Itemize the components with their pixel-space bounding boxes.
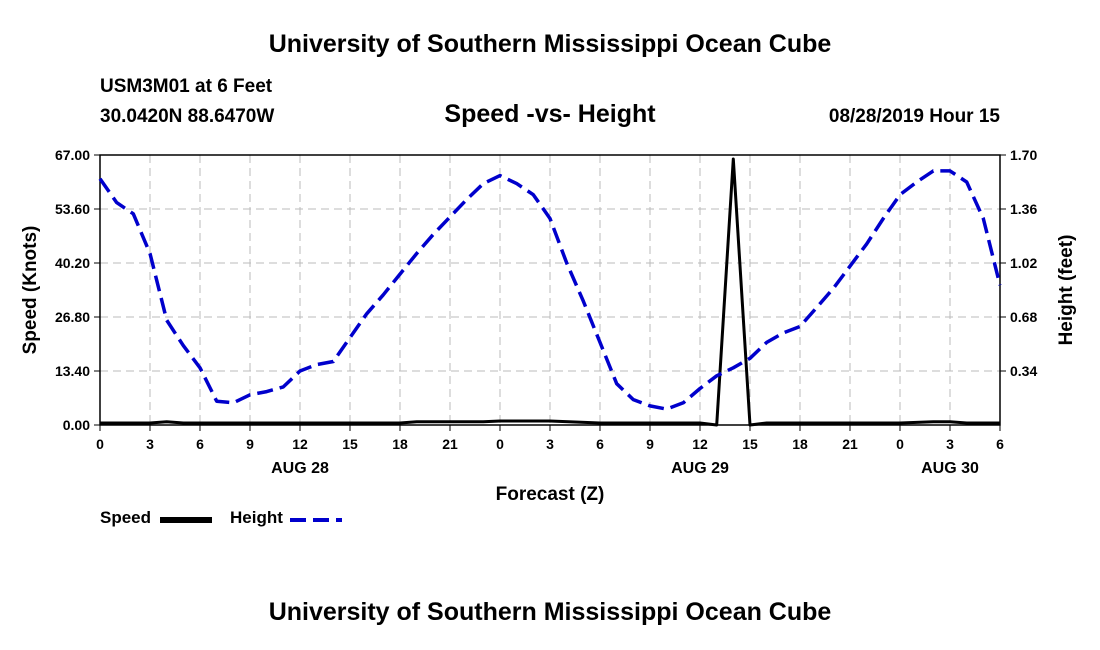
speed-series-line: [100, 157, 1000, 427]
coordinates-label: 30.0420N 88.6470W: [100, 106, 275, 127]
datetime-label: 08/28/2019 Hour 15: [828, 106, 1000, 127]
x-tick-label: 6: [196, 436, 204, 452]
y-right-tick-label: 1.02: [1010, 255, 1037, 271]
legend-speed-label: Speed: [100, 508, 152, 527]
x-tick-label: 3: [546, 436, 554, 452]
y-right-tick-label: 0.34: [1010, 363, 1037, 379]
y-right-tick-label: 0.68: [1010, 309, 1037, 325]
x-tick-label: 0: [496, 436, 504, 452]
y-right-axis-title: Height (feet): [1056, 235, 1077, 346]
legend-height-label: Height: [230, 508, 283, 527]
x-tick-label: 18: [392, 436, 408, 452]
y-left-axis-title: Speed (Knots): [20, 226, 41, 355]
x-tick-label: 0: [96, 436, 104, 452]
axis-ticks: [94, 154, 1006, 431]
x-tick-label: 3: [146, 436, 154, 452]
y-left-tick-label: 67.00: [55, 147, 90, 163]
x-axis-title: Forecast (Z): [496, 484, 605, 505]
y-right-tick-label: 1.36: [1010, 201, 1037, 217]
grid: [100, 155, 1000, 425]
series-lines: [98, 157, 1002, 427]
date-label: AUG 28: [271, 460, 329, 477]
x-tick-label: 21: [842, 436, 858, 452]
date-label: AUG 29: [671, 460, 729, 477]
x-tick-label: 0: [896, 436, 904, 452]
x-tick-label: 21: [442, 436, 458, 452]
x-tick-label: 12: [292, 436, 308, 452]
x-tick-label: 15: [742, 436, 758, 452]
x-tick-label: 3: [946, 436, 954, 452]
date-label: AUG 30: [921, 460, 979, 477]
y-left-tick-label: 26.80: [55, 309, 90, 325]
x-tick-label: 9: [646, 436, 654, 452]
axis-labels: 0 3 6 9 12 15 18 21 0 3 6 9 12 15 18 21 0 3 6 0.00 13.40 26.8…: [20, 147, 1077, 505]
height-series-line: [98, 169, 1002, 411]
chart-subtitle: Speed -vs- Height: [444, 100, 656, 128]
x-tick-label: 15: [342, 436, 358, 452]
y-left-tick-label: 40.20: [55, 255, 90, 271]
y-left-tick-label: 13.40: [55, 363, 90, 379]
x-tick-label: 12: [692, 436, 708, 452]
page-title: University of Southern Mississippi Ocean…: [268, 30, 832, 58]
y-left-tick-label: 53.60: [55, 201, 90, 217]
footer-title: University of Southern Mississippi Ocean…: [268, 598, 832, 626]
y-right-tick-label: 1.70: [1010, 147, 1037, 163]
station-label: USM3M01 at 6 Feet: [100, 76, 273, 97]
x-tick-label: 18: [792, 436, 808, 452]
y-left-tick-label: 0.00: [63, 417, 90, 433]
x-tick-label: 6: [996, 436, 1004, 452]
x-tick-label: 6: [596, 436, 604, 452]
x-tick-label: 9: [246, 436, 254, 452]
